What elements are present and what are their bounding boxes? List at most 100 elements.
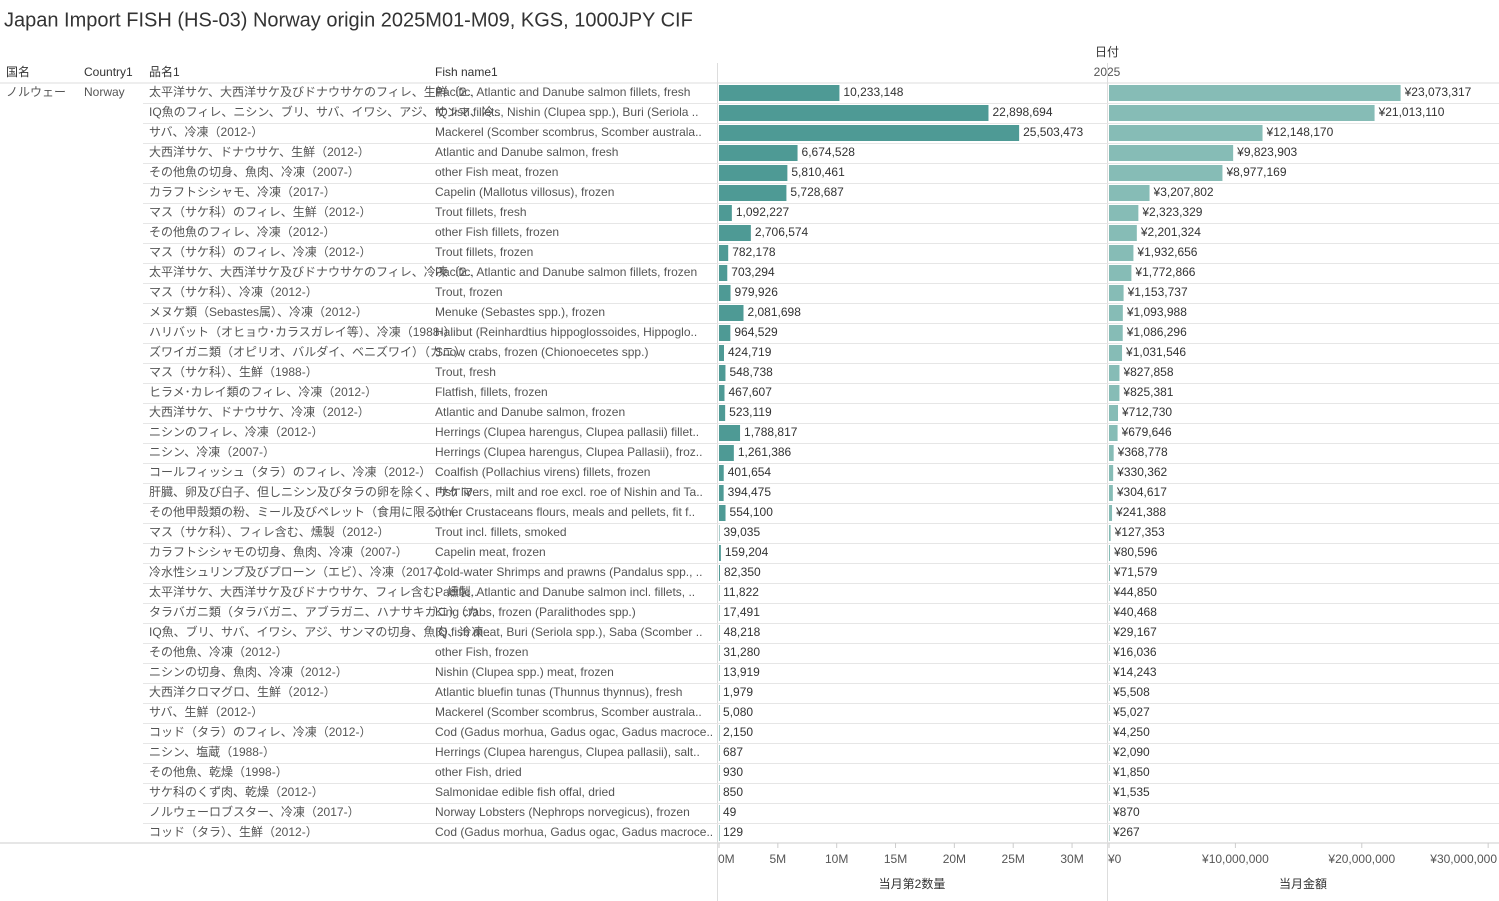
value-label: ¥29,167 xyxy=(1112,625,1157,639)
item-label: その他魚のフィレ、冷凍（2012-） xyxy=(149,225,335,239)
value-label: 782,178 xyxy=(732,245,776,259)
value-label: 129 xyxy=(723,825,743,839)
bar xyxy=(719,365,726,381)
item-label: Trout, frozen xyxy=(435,285,503,299)
bar xyxy=(1109,205,1139,221)
bar xyxy=(719,705,720,721)
bar xyxy=(1109,185,1150,201)
item-label: Pacific, Atlantic and Danube salmon incl… xyxy=(435,585,695,599)
item-label: Menuke (Sebastes spp.), frozen xyxy=(435,305,605,319)
bar xyxy=(719,385,725,401)
item-label: Trout incl. fillets, smoked xyxy=(435,525,567,539)
value-label: 2,706,574 xyxy=(755,225,809,239)
value-label: 687 xyxy=(723,745,743,759)
item-label: 冷水性シュリンプ及びプローン（エビ）、冷凍（2017-） xyxy=(149,565,449,579)
value-label: 523,119 xyxy=(729,405,772,419)
value-label: ¥44,850 xyxy=(1113,585,1158,599)
country-label: Norway xyxy=(84,85,125,99)
item-label: メヌケ類（Sebastes属）、冷凍（2012-） xyxy=(149,305,368,319)
value-label: 2,081,698 xyxy=(747,305,801,319)
bar xyxy=(719,525,720,541)
value-label: ¥1,031,546 xyxy=(1125,345,1186,359)
value-label: 401,654 xyxy=(728,465,772,479)
value-label: ¥40,468 xyxy=(1113,605,1158,619)
bar xyxy=(719,685,720,701)
item-label: Trout, fresh xyxy=(435,365,496,379)
item-label: Herrings (Clupea harengus, Clupea pallas… xyxy=(435,745,700,759)
item-label: other Crustaceans flours, meals and pell… xyxy=(435,505,695,519)
bar xyxy=(1109,125,1263,141)
bar xyxy=(1109,365,1120,381)
value-label: 49 xyxy=(723,805,737,819)
bar xyxy=(1109,665,1110,681)
value-label: 424,719 xyxy=(728,345,772,359)
value-label: 6,674,528 xyxy=(802,145,856,159)
x-tick-label: 10M xyxy=(825,852,848,866)
item-label: ヒラメ･カレイ類のフィレ、冷凍（2012-） xyxy=(149,385,377,399)
bar xyxy=(1109,525,1111,541)
bar xyxy=(1109,325,1123,341)
item-label: 太平洋サケ、大西洋サケ及びドナウサケのフィレ、生鮮（2.. xyxy=(149,84,473,99)
value-label: 5,080 xyxy=(723,705,753,719)
value-label: ¥5,508 xyxy=(1112,685,1150,699)
value-label: ¥14,243 xyxy=(1112,665,1157,679)
bar xyxy=(1109,165,1223,181)
value-label: ¥1,086,296 xyxy=(1126,325,1187,339)
x-tick-label: ¥0 xyxy=(1107,852,1122,866)
column-header: Fish name1 xyxy=(435,65,498,79)
bar xyxy=(1109,765,1110,781)
item-label: その他魚、乾燥（1998-） xyxy=(149,765,288,779)
bar xyxy=(719,285,731,301)
value-label: 22,898,694 xyxy=(992,105,1052,119)
value-label: ¥1,932,656 xyxy=(1136,245,1197,259)
value-label: 467,607 xyxy=(729,385,773,399)
item-label: マス（サケ科）のフィレ、冷凍（2012-） xyxy=(149,245,371,259)
bar xyxy=(1109,385,1120,401)
item-label: Herrings (Clupea harengus, Clupea pallas… xyxy=(435,425,699,439)
item-label: Capelin meat, frozen xyxy=(435,545,546,559)
bar xyxy=(719,305,744,321)
item-label: 大西洋サケ、ドナウサケ、生鮮（2012-） xyxy=(149,144,370,159)
bar xyxy=(1109,545,1111,561)
item-label: Pacific, Atlantic and Danube salmon fill… xyxy=(435,85,690,99)
value-label: 930 xyxy=(723,765,743,779)
bar xyxy=(719,85,840,101)
value-label: 2,150 xyxy=(723,725,753,739)
value-label: ¥12,148,170 xyxy=(1266,125,1334,139)
date-header: 日付 xyxy=(1095,45,1119,59)
item-label: サバ、生鮮（2012-） xyxy=(149,705,263,719)
value-label: 39,035 xyxy=(723,525,760,539)
item-label: Cod (Gadus morhua, Gadus ogac, Gadus mac… xyxy=(435,725,713,739)
value-label: ¥9,823,903 xyxy=(1236,145,1297,159)
item-label: Atlantic and Danube salmon, frozen xyxy=(435,405,625,419)
item-label: ノルウェーロブスター、冷凍（2017-） xyxy=(149,804,360,819)
item-label: Snow crabs, frozen (Chionoecetes spp.) xyxy=(435,345,648,359)
value-label: ¥1,772,866 xyxy=(1134,265,1195,279)
bar xyxy=(719,605,720,621)
value-label: ¥330,362 xyxy=(1116,465,1167,479)
bar xyxy=(719,625,720,641)
value-label: 850 xyxy=(723,785,743,799)
bar xyxy=(719,505,726,521)
bar xyxy=(1109,105,1375,121)
bar xyxy=(1109,625,1110,641)
item-label: IQ魚のフィレ、ニシン、ブリ、サバ、イワシ、アジ、サンマ、冷.. xyxy=(149,104,501,119)
bar xyxy=(1109,785,1110,801)
value-label: 25,503,473 xyxy=(1023,125,1083,139)
bar xyxy=(1109,245,1134,261)
bar xyxy=(1109,685,1110,701)
value-label: 17,491 xyxy=(723,605,760,619)
item-label: コッド（タラ）、生鮮（2012-） xyxy=(149,825,318,839)
bar xyxy=(1109,585,1110,601)
bar xyxy=(1109,825,1110,841)
bar xyxy=(1109,605,1110,621)
value-label: ¥679,646 xyxy=(1121,425,1172,439)
item-label: マス（サケ科）のフィレ、生鮮（2012-） xyxy=(149,205,371,219)
bar xyxy=(1109,805,1110,821)
value-label: 11,822 xyxy=(723,585,759,599)
x-tick-label: 15M xyxy=(884,852,907,866)
value-label: ¥2,090 xyxy=(1112,745,1150,759)
value-label: ¥23,073,317 xyxy=(1404,85,1472,99)
bar xyxy=(1109,485,1113,501)
bar xyxy=(719,645,720,661)
